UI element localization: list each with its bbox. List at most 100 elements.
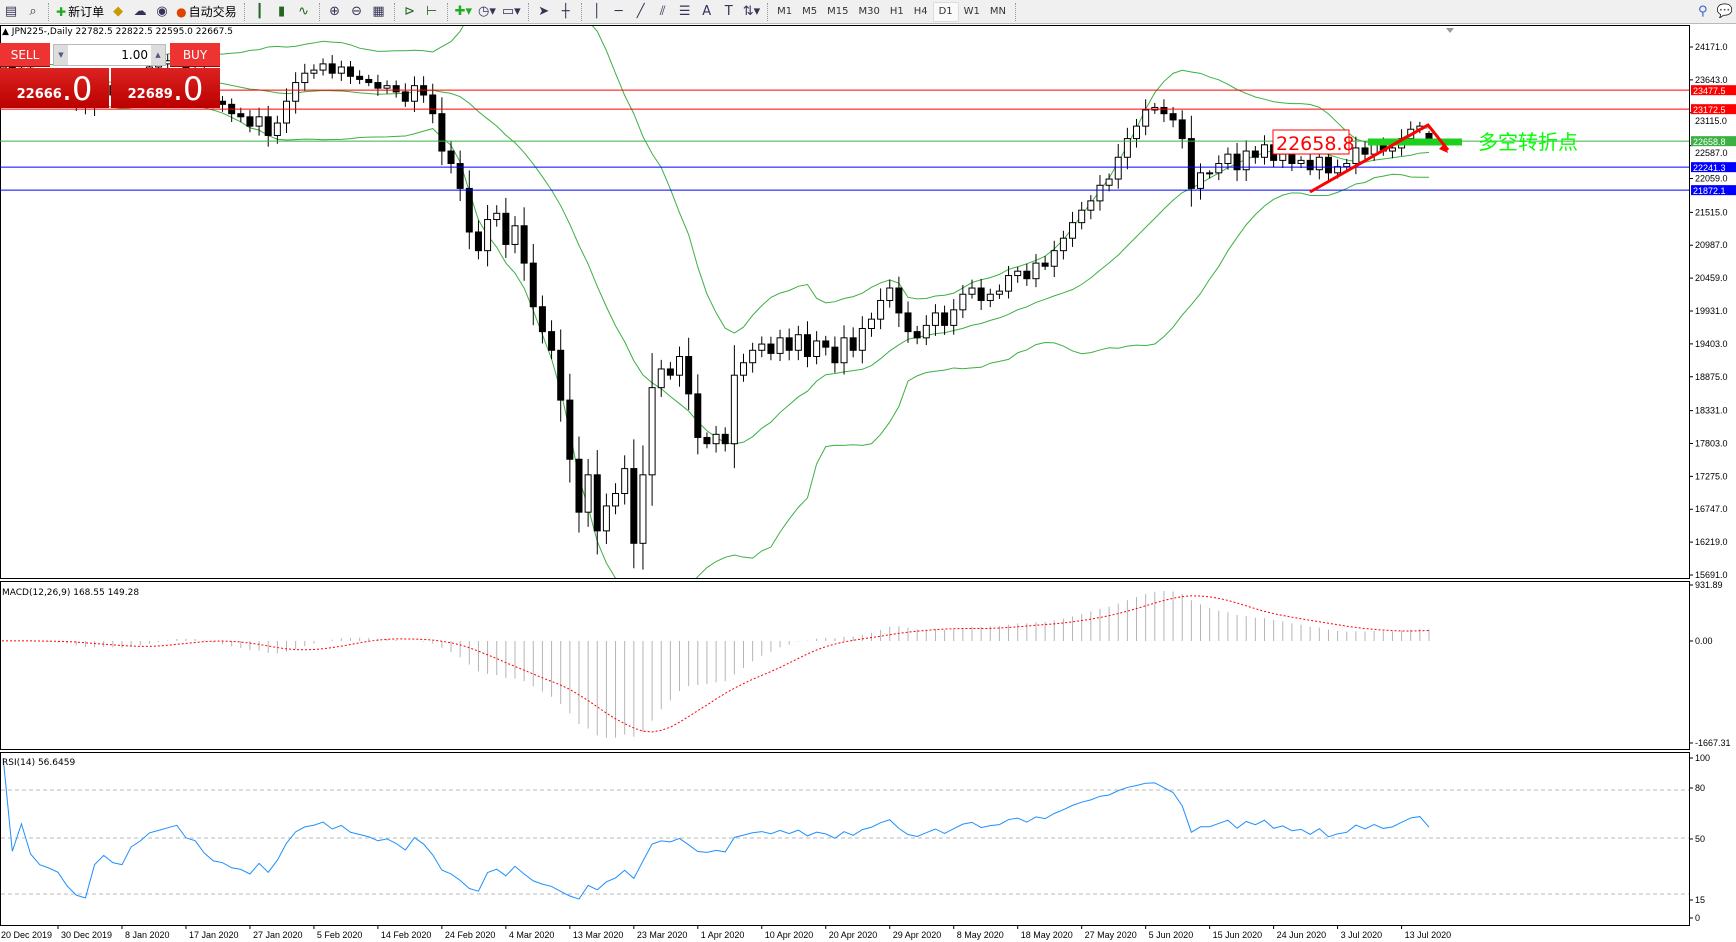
candle (813, 340, 821, 358)
trendline-icon[interactable]: ╱ (636, 4, 645, 19)
timeframe-m30[interactable]: M30 (858, 6, 880, 17)
candle (630, 468, 638, 544)
zoom-in-icon[interactable]: ⊕ (329, 4, 341, 19)
buy-price-button[interactable]: 22689 .0 (111, 68, 220, 108)
crosshair-icon[interactable]: ┼ (561, 4, 570, 19)
candle (538, 306, 546, 333)
candle (511, 225, 519, 245)
auto-trading-button[interactable]: ● 自动交易 (173, 2, 240, 22)
lot-increase-icon[interactable]: ▲ (151, 45, 165, 65)
collapse-icon[interactable]: ▲ (2, 27, 9, 37)
timeframe-m15[interactable]: M15 (827, 6, 849, 17)
candle (447, 150, 455, 164)
candle (822, 340, 830, 348)
sell-price-button[interactable]: 22666 .0 (0, 68, 109, 108)
time-axis-label: 13 Jul 2020 (1405, 930, 1452, 940)
horizontal-line-icon[interactable]: ─ (614, 4, 623, 19)
periods-icon[interactable]: ◷▾ (478, 4, 496, 19)
candle (484, 219, 492, 252)
toolbar: ▤ ⌕ ✚ 新订单 ◆ ☁ ◉ ● 自动交易 ┃ ▮ ∿ ⊕ ⊖ ▦ ⊳ ⊢ ✚▾ … (0, 0, 1736, 24)
lot-size-input[interactable]: ▼ 1.00 ▲ (53, 44, 166, 66)
bar-chart-icon[interactable]: ┃ (255, 4, 264, 19)
candle (1197, 172, 1204, 189)
candlestick-icon[interactable]: ▮ (278, 4, 286, 19)
cursor-icon[interactable]: ➤ (538, 4, 550, 19)
candle (264, 116, 272, 136)
buy-button[interactable]: BUY (170, 43, 220, 67)
candle (374, 82, 382, 89)
candle (740, 362, 747, 376)
candle (977, 287, 985, 301)
candle (1178, 119, 1186, 140)
tile-windows-icon[interactable]: ▦ (372, 4, 385, 19)
new-chart-icon[interactable]: ▤ (4, 4, 18, 19)
macd-axis-label: -1667.31 (1695, 738, 1731, 748)
rsi-title: RSI(14) 56.6459 (2, 758, 75, 768)
time-axis-label: 10 Apr 2020 (765, 930, 814, 940)
new-order-label: 新订单 (68, 5, 105, 19)
candle (593, 474, 601, 532)
candle (849, 337, 857, 351)
price-axis-label: 18875.0 (1695, 372, 1728, 382)
timeframe-m5[interactable]: M5 (802, 6, 818, 17)
signals-icon[interactable]: ◉ (156, 4, 168, 19)
candle (1105, 178, 1113, 186)
price-axis-label: 20987.0 (1695, 240, 1728, 250)
candle (685, 356, 693, 395)
chat-icon[interactable]: 💬 (1716, 4, 1733, 19)
candle (785, 337, 793, 351)
buy-price-main: 22689 (127, 87, 173, 102)
price-axis-label: 23643.0 (1695, 75, 1728, 85)
chart-shift-icon[interactable]: ⊢ (425, 4, 438, 19)
timeframe-h1[interactable]: H1 (889, 6, 904, 17)
new-order-button[interactable]: ✚ 新订单 (53, 2, 107, 22)
indicators-icon[interactable]: ✚▾ (454, 4, 472, 19)
fibonacci-icon[interactable]: ☰ (678, 4, 691, 19)
sell-button[interactable]: SELL (0, 43, 50, 67)
zoom-out-icon[interactable]: ⊖ (351, 4, 363, 19)
arrows-icon[interactable]: ⇅▾ (742, 4, 761, 19)
price-axis-label: 19931.0 (1695, 306, 1728, 316)
zoom-window-icon[interactable]: ⌕ (29, 4, 37, 19)
time-axis-label: 17 Jan 2020 (189, 930, 239, 940)
lot-size-value[interactable]: 1.00 (121, 48, 148, 62)
time-axis-label: 24 Feb 2020 (445, 930, 496, 940)
chart-shift-marker-icon[interactable] (1446, 28, 1454, 33)
candle (1206, 172, 1214, 175)
text-label-icon[interactable]: T (724, 4, 733, 19)
templates-icon[interactable]: ▭▾ (501, 4, 521, 19)
timeframe-d1[interactable]: D1 (932, 1, 959, 22)
candle (548, 331, 556, 351)
chart-window[interactable]: 24171.0 23643.0 23115.0 22587.0 22059.0 21515… (0, 25, 1736, 942)
lot-decrease-icon[interactable]: ▼ (54, 45, 68, 65)
market-watch-icon[interactable]: ◆ (113, 4, 124, 19)
auto-trading-label: 自动交易 (188, 5, 237, 19)
time-axis-label: 23 Mar 2020 (637, 930, 688, 940)
equidistant-channel-icon[interactable]: ⫽ (659, 4, 666, 19)
line-chart-icon[interactable]: ∿ (298, 4, 310, 19)
price-line-label: 21872.1 (1693, 186, 1726, 196)
candle (612, 492, 620, 507)
annotation-text: 多空转折点 (1478, 130, 1578, 154)
text-icon[interactable]: A (702, 4, 712, 19)
price-line-tag (1691, 162, 1736, 173)
candle (840, 337, 848, 364)
data-window-icon[interactable]: ☁ (133, 4, 147, 19)
candle (794, 334, 802, 351)
vertical-line-icon[interactable]: │ (592, 4, 601, 19)
price-axis-label: 17275.0 (1695, 471, 1728, 481)
buy-price-fraction: .0 (172, 70, 204, 108)
bollinger-lower-band (1, 70, 1430, 578)
candle (986, 293, 994, 301)
timeframe-w1[interactable]: W1 (963, 6, 980, 17)
search-icon[interactable]: ⚲ (1698, 4, 1708, 19)
candle (621, 468, 629, 494)
timeframe-m1[interactable]: M1 (777, 6, 793, 17)
price-axis-label: 19403.0 (1695, 339, 1728, 349)
divider (48, 2, 49, 21)
autoscroll-icon[interactable]: ⊳ (404, 4, 416, 19)
candle (703, 436, 711, 445)
timeframe-mn[interactable]: MN (989, 6, 1007, 17)
timeframe-h4[interactable]: H4 (913, 6, 928, 17)
time-axis-label: 5 Feb 2020 (317, 930, 363, 940)
